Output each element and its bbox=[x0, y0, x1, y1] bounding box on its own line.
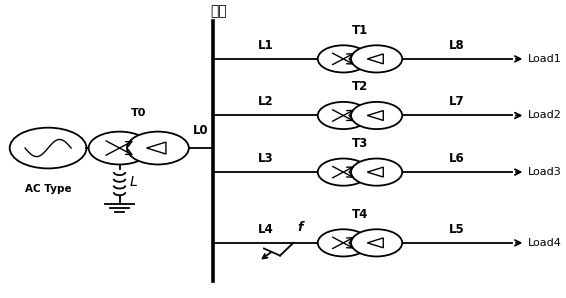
Text: Load3: Load3 bbox=[528, 167, 561, 177]
Circle shape bbox=[89, 132, 151, 164]
Text: T1: T1 bbox=[352, 24, 368, 37]
Text: L2: L2 bbox=[258, 95, 273, 108]
Circle shape bbox=[351, 102, 402, 129]
Text: Load2: Load2 bbox=[528, 111, 562, 120]
Text: L7: L7 bbox=[449, 95, 465, 108]
Text: L5: L5 bbox=[449, 223, 465, 236]
Text: Load1: Load1 bbox=[528, 54, 561, 64]
Text: L3: L3 bbox=[258, 152, 273, 165]
Text: T3: T3 bbox=[352, 137, 368, 150]
Circle shape bbox=[318, 229, 369, 257]
Text: 母线: 母线 bbox=[211, 4, 227, 18]
Circle shape bbox=[351, 159, 402, 186]
Text: L8: L8 bbox=[449, 39, 465, 52]
Text: T2: T2 bbox=[352, 80, 368, 94]
Circle shape bbox=[127, 132, 189, 164]
Text: L4: L4 bbox=[258, 223, 273, 236]
Circle shape bbox=[351, 229, 402, 257]
Text: Load4: Load4 bbox=[528, 238, 562, 248]
Text: L: L bbox=[129, 175, 137, 189]
Text: T0: T0 bbox=[131, 108, 147, 118]
Text: f: f bbox=[298, 221, 303, 234]
Text: L0: L0 bbox=[193, 124, 209, 137]
Circle shape bbox=[318, 45, 369, 72]
Text: L6: L6 bbox=[449, 152, 465, 165]
Circle shape bbox=[351, 45, 402, 72]
Circle shape bbox=[318, 102, 369, 129]
Text: AC Type: AC Type bbox=[25, 184, 71, 194]
Text: L1: L1 bbox=[258, 39, 273, 52]
Circle shape bbox=[318, 159, 369, 186]
Text: T4: T4 bbox=[352, 208, 368, 221]
